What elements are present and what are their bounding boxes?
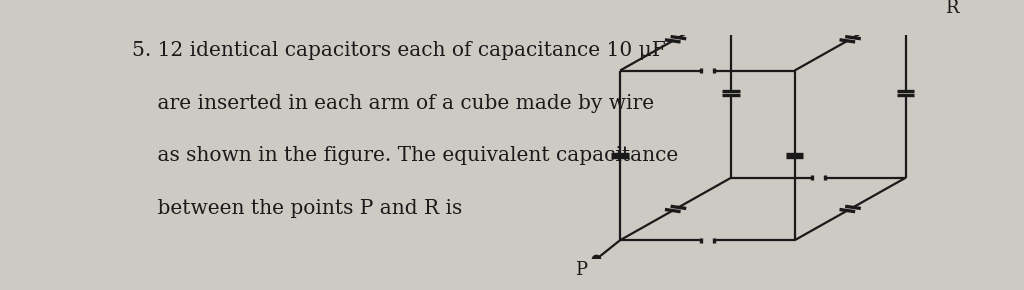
Text: as shown in the figure. The equivalent capacitance: as shown in the figure. The equivalent c… — [132, 146, 678, 166]
Text: are inserted in each arm of a cube made by wire: are inserted in each arm of a cube made … — [132, 94, 654, 113]
Text: 5. 12 identical capacitors each of capacitance 10 μF: 5. 12 identical capacitors each of capac… — [132, 41, 666, 61]
Text: between the points P and R is: between the points P and R is — [132, 199, 462, 218]
Text: R: R — [945, 0, 958, 17]
Text: P: P — [574, 262, 587, 280]
